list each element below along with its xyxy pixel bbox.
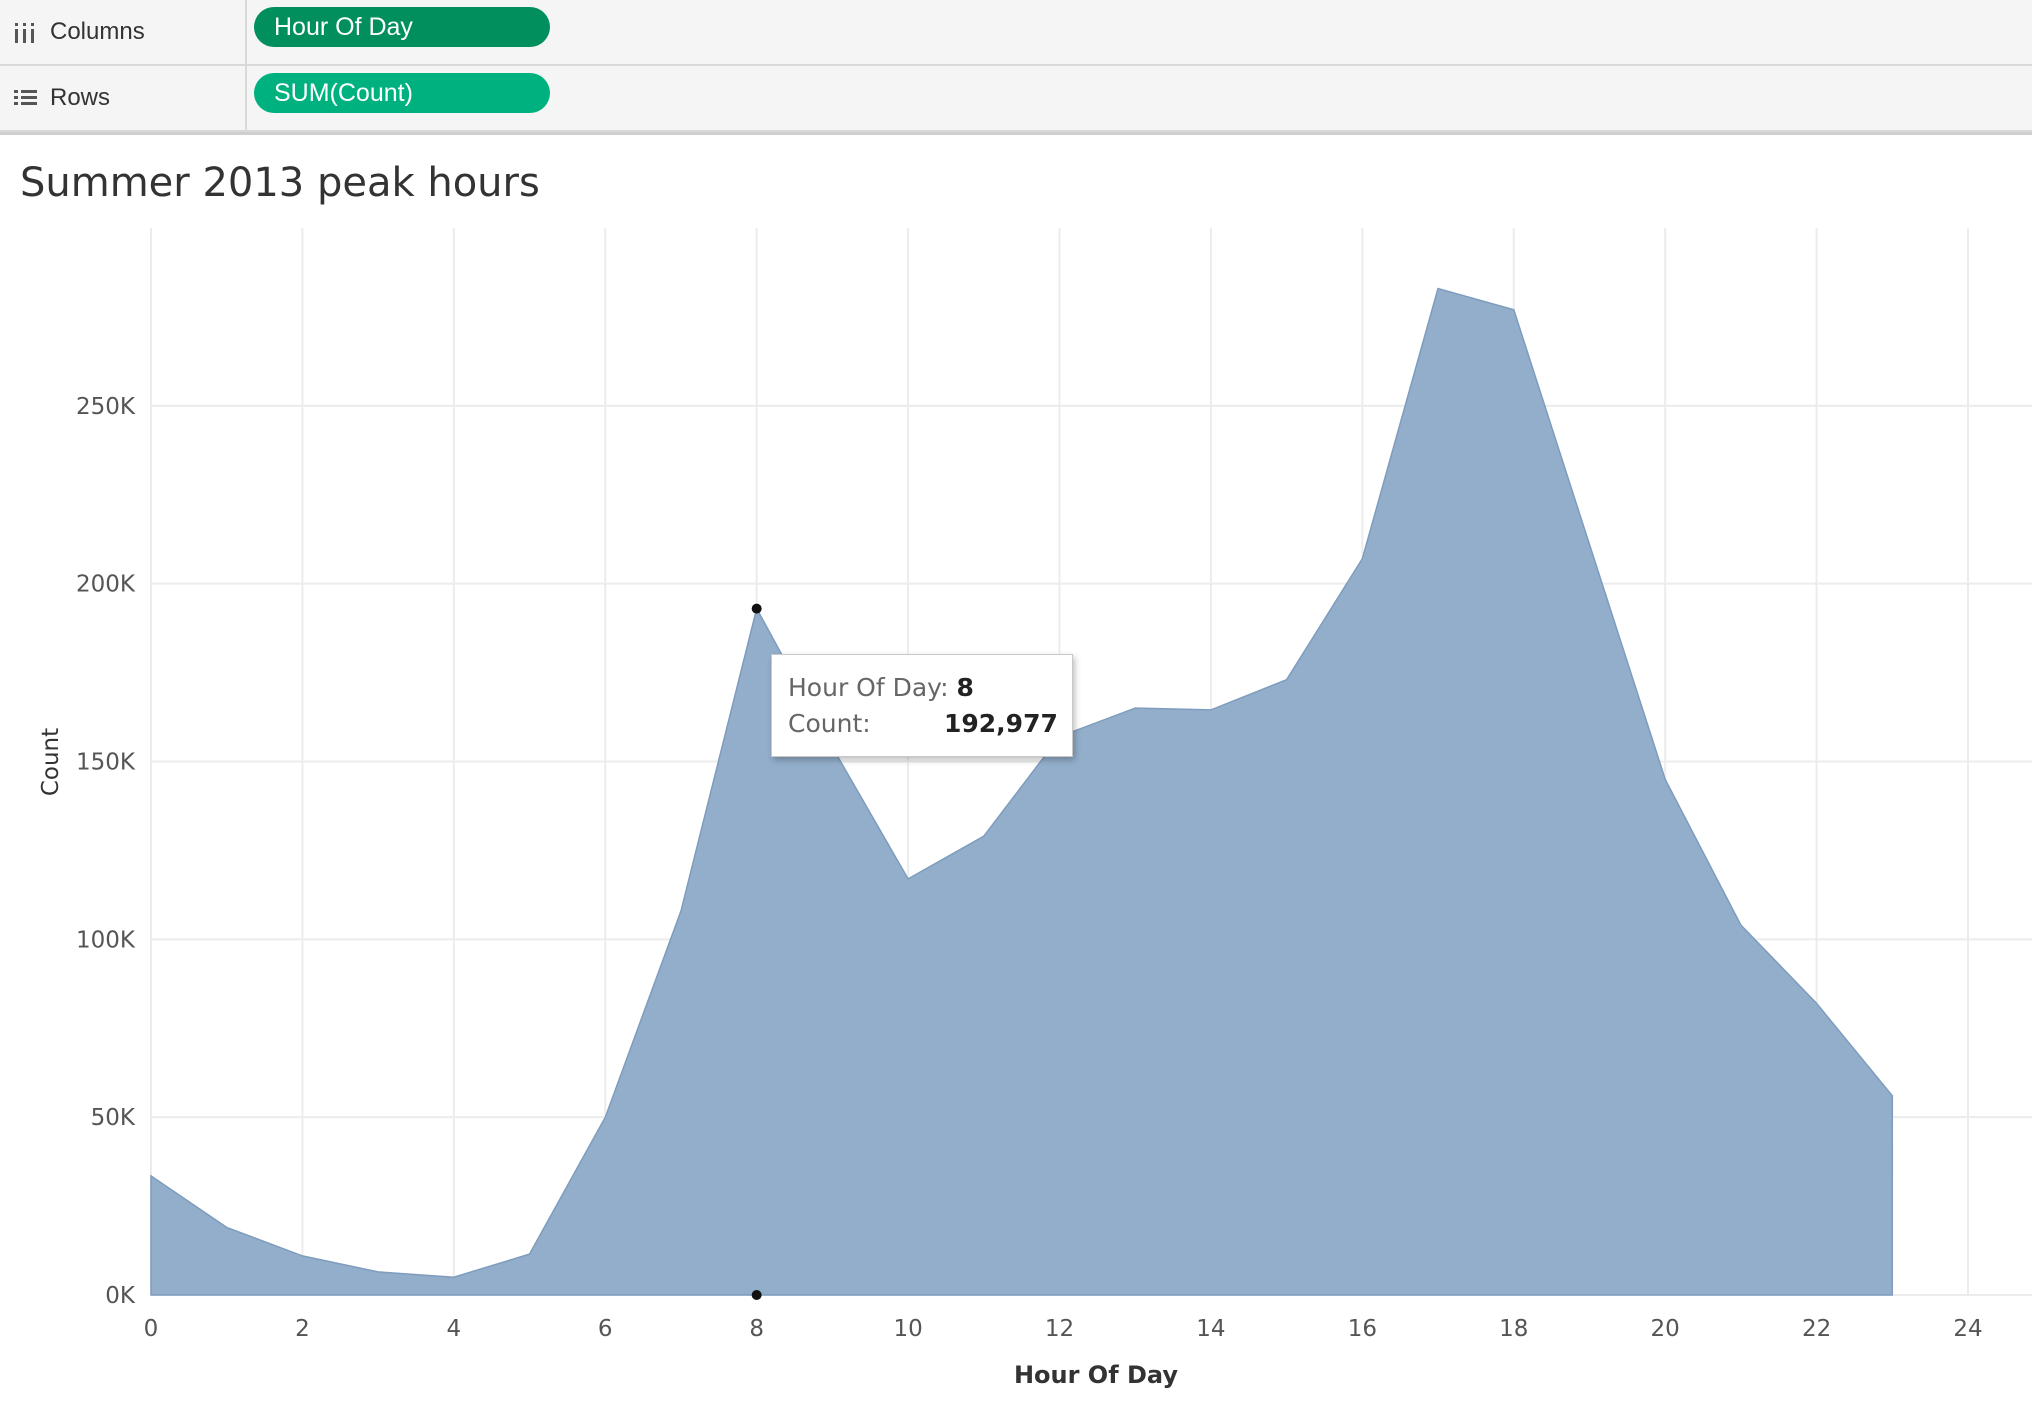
y-tick-label: 0K xyxy=(105,1283,136,1309)
x-tick-label: 16 xyxy=(1348,1316,1377,1342)
highlight-point-top xyxy=(751,603,762,614)
y-axis-label: Count xyxy=(38,728,64,796)
x-tick-label: 2 xyxy=(295,1316,310,1342)
columns-shelf: Columns Hour Of Day xyxy=(0,0,2032,66)
data-point[interactable] xyxy=(1659,773,1671,785)
data-point[interactable] xyxy=(902,873,914,885)
x-tick-label: 12 xyxy=(1045,1316,1074,1342)
highlight-markers xyxy=(751,603,762,1300)
sum-count-pill[interactable]: SUM(Count) xyxy=(254,73,550,113)
y-tick-label: 200K xyxy=(76,572,136,598)
data-point[interactable] xyxy=(372,1266,384,1278)
shelf-separator xyxy=(0,132,2032,135)
data-point[interactable] xyxy=(675,905,687,917)
data-point[interactable] xyxy=(1583,539,1595,551)
data-point[interactable] xyxy=(524,1248,536,1260)
tooltip-count-value: 192,977 xyxy=(944,709,1058,738)
tooltip-hour-label: Hour Of Day: xyxy=(788,673,949,702)
hour-of-day-pill[interactable]: Hour Of Day xyxy=(254,7,550,47)
data-point[interactable] xyxy=(1432,282,1444,294)
data-point[interactable] xyxy=(1886,1090,1898,1102)
data-point[interactable] xyxy=(1356,553,1368,565)
x-tick-label: 22 xyxy=(1802,1316,1831,1342)
x-tick-label: 6 xyxy=(598,1316,613,1342)
area-layer[interactable] xyxy=(145,282,1898,1296)
rows-icon xyxy=(12,84,40,112)
data-point[interactable] xyxy=(1811,997,1823,1009)
x-tick-label: 18 xyxy=(1499,1316,1528,1342)
data-point[interactable] xyxy=(599,1111,611,1123)
highlight-point-base xyxy=(751,1290,762,1300)
tooltip-hour-value: 8 xyxy=(956,673,974,702)
data-point[interactable] xyxy=(1205,704,1217,716)
data-point[interactable] xyxy=(1508,304,1520,316)
y-tick-label: 100K xyxy=(76,927,136,953)
rows-label-text: Rows xyxy=(50,84,111,111)
tooltip-count-label: Count: xyxy=(788,709,871,738)
data-point[interactable] xyxy=(145,1170,157,1182)
data-point[interactable] xyxy=(448,1271,460,1283)
y-tick-label: 50K xyxy=(91,1105,136,1131)
data-point[interactable] xyxy=(978,830,990,842)
data-point[interactable] xyxy=(1735,919,1747,931)
x-tick-label: 24 xyxy=(1953,1316,1982,1342)
data-point[interactable] xyxy=(296,1250,308,1262)
columns-icon xyxy=(12,18,40,46)
data-point[interactable] xyxy=(1281,674,1293,686)
columns-shelf-label: Columns xyxy=(0,0,247,64)
rows-shelf: Rows SUM(Count) xyxy=(0,66,2032,132)
tooltip: Hour Of Day: 8 Count: 192,977 xyxy=(771,654,1073,757)
data-point[interactable] xyxy=(221,1221,233,1233)
x-tick-label: 0 xyxy=(144,1316,159,1342)
y-tick-label: 250K xyxy=(76,394,136,420)
chart-title: Summer 2013 peak hours xyxy=(20,160,540,206)
data-point[interactable] xyxy=(1129,702,1141,714)
x-tick-label: 14 xyxy=(1196,1316,1225,1342)
axes: 0 2 4 6 8 10 12 14 16 18 20 22 240K50K100K150K200K25… xyxy=(76,394,1983,1342)
x-axis-label: Hour Of Day xyxy=(1014,1361,1178,1389)
x-tick-label: 10 xyxy=(893,1316,922,1342)
rows-shelf-label: Rows xyxy=(0,66,247,130)
x-tick-label: 8 xyxy=(749,1316,764,1342)
area-series[interactable] xyxy=(150,287,1894,1296)
y-tick-label: 150K xyxy=(76,750,136,776)
columns-label-text: Columns xyxy=(50,18,145,45)
x-tick-label: 4 xyxy=(447,1316,462,1342)
x-tick-label: 20 xyxy=(1651,1316,1680,1342)
